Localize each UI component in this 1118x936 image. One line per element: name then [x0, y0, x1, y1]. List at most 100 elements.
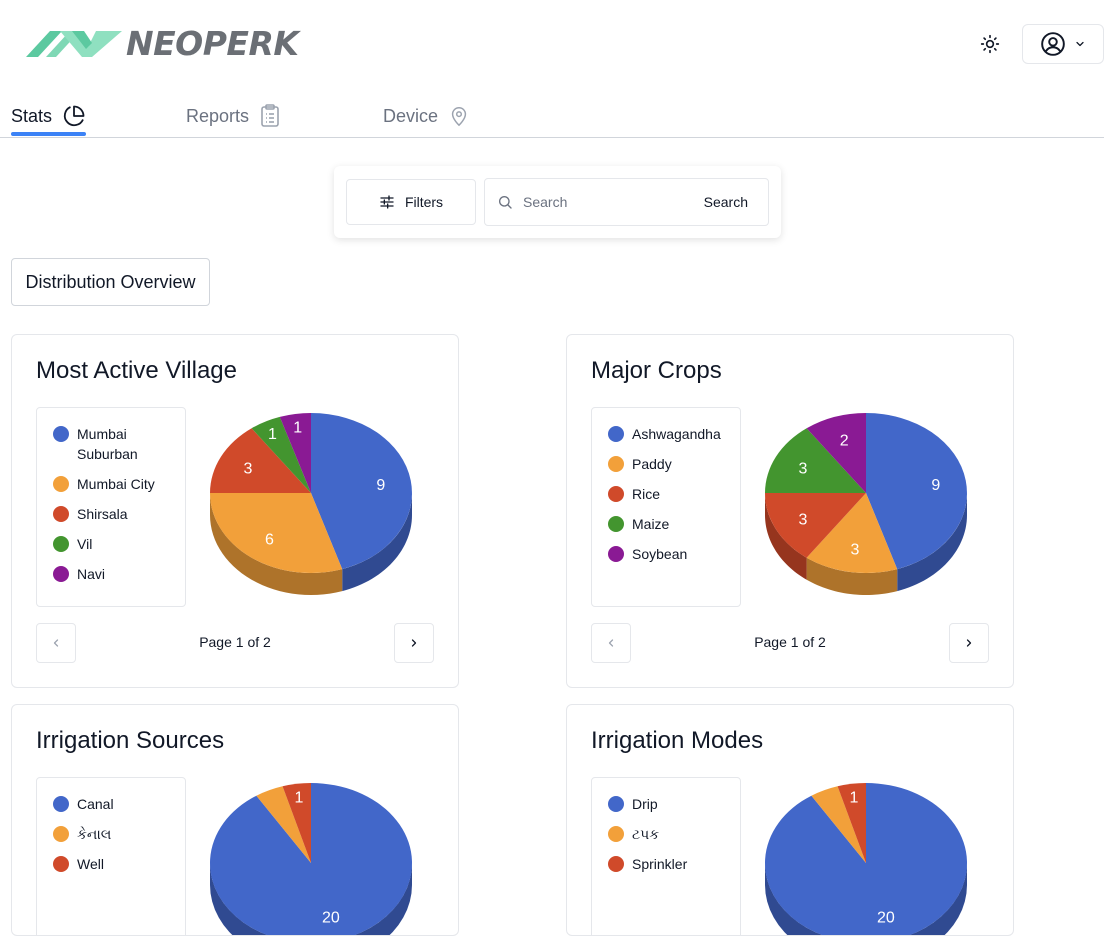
pie-slice[interactable]	[806, 493, 898, 573]
legend-item[interactable]: Paddy	[608, 454, 740, 474]
legend-item[interactable]: Rice	[608, 484, 740, 504]
pie-slice[interactable]	[210, 493, 343, 573]
tab-device[interactable]: Device	[383, 104, 470, 128]
legend-item[interactable]: Canal	[53, 794, 185, 814]
pie-slice-label: 3	[799, 461, 808, 478]
tab-reports[interactable]: Reports	[186, 104, 281, 128]
pie-slice-side	[765, 493, 807, 580]
search-input[interactable]	[523, 194, 693, 210]
legend-item[interactable]: Sprinkler	[608, 854, 740, 874]
legend-item[interactable]: Ashwagandha	[608, 424, 740, 444]
pie-slice-label: 1	[849, 790, 858, 807]
legend-swatch	[53, 796, 69, 812]
chart-legend: Mumbai Suburban Mumbai City Shirsala Vil Nav…	[36, 407, 186, 607]
map-pin-icon	[451, 107, 467, 127]
pie-slice-label: 1	[268, 426, 277, 443]
pie-slice[interactable]	[811, 786, 866, 863]
brand-logo[interactable]: NEOPERK	[26, 24, 299, 63]
chevron-left-icon	[608, 639, 614, 647]
chevron-left-icon	[53, 639, 59, 647]
pie-slice[interactable]	[866, 413, 967, 570]
legend-item[interactable]: Drip	[608, 794, 740, 814]
search-submit-button[interactable]: Search	[703, 194, 748, 210]
search-icon	[499, 196, 512, 209]
pie-slice[interactable]	[282, 783, 311, 863]
pie-slice[interactable]	[765, 783, 968, 936]
tab-device-label: Device	[383, 105, 439, 126]
tab-stats[interactable]: Stats	[11, 104, 86, 128]
legend-item[interactable]: Soybean	[608, 544, 740, 564]
pie-slice-label: 20	[877, 910, 895, 927]
distribution-overview-button[interactable]: Distribution Overview	[11, 258, 210, 306]
chart-legend: Canal કેનાલ Well	[36, 777, 186, 935]
next-page-button[interactable]	[949, 623, 989, 663]
chart-legend: Drip ટપક Sprinkler	[591, 777, 741, 935]
pie-slice[interactable]	[765, 493, 866, 558]
legend-item[interactable]: Shirsala	[53, 504, 185, 524]
pie-slice[interactable]	[311, 413, 412, 570]
user-menu-button[interactable]	[1022, 24, 1104, 64]
legend-item[interactable]: Mumbai Suburban	[53, 424, 185, 464]
legend-item[interactable]: Navi	[53, 564, 185, 584]
pie-slice-label: 3	[799, 511, 808, 528]
card-title: Major Crops	[591, 357, 722, 384]
pie-slice-side	[342, 493, 412, 592]
user-circle-icon	[1041, 32, 1065, 56]
pie-slice-label: 2	[840, 433, 849, 450]
legend-swatch	[608, 426, 624, 442]
legend-label: Navi	[77, 566, 106, 582]
legend-swatch	[53, 536, 69, 552]
prev-page-button[interactable]	[36, 623, 76, 663]
legend-swatch	[53, 426, 69, 442]
next-page-button[interactable]	[394, 623, 434, 663]
legend-label: Sprinkler	[632, 856, 688, 872]
pie-slice[interactable]	[765, 428, 866, 493]
pie-slice[interactable]	[806, 413, 866, 493]
pie-slice[interactable]	[210, 428, 311, 493]
legend-item[interactable]: Mumbai City	[53, 474, 185, 494]
pie-slice[interactable]	[210, 783, 413, 936]
active-tab-indicator	[11, 132, 86, 136]
legend-label: ટપક	[632, 826, 660, 842]
pie-slice[interactable]	[256, 786, 311, 863]
legend-item[interactable]: ટપક	[608, 824, 740, 844]
legend-swatch	[53, 506, 69, 522]
filters-button[interactable]: Filters	[346, 179, 476, 225]
legend-label: કેનાલ	[77, 826, 112, 842]
card-title: Most Active Village	[36, 357, 237, 384]
legend-item[interactable]: કેનાલ	[53, 824, 185, 844]
theme-toggle-button[interactable]	[976, 30, 1004, 58]
sliders-icon	[380, 195, 394, 209]
main-tabs: Stats Reports Device	[0, 100, 1104, 138]
legend-swatch	[53, 476, 69, 492]
pie-slice-label: 3	[850, 541, 859, 558]
pie-chart-icon	[63, 105, 85, 127]
pie-slice-label: 1	[293, 420, 302, 437]
legend-label: Paddy	[632, 456, 672, 472]
legend-item[interactable]: Vil	[53, 534, 185, 554]
search-box: Search	[484, 178, 769, 226]
legend-label: Drip	[632, 796, 658, 812]
legend-item[interactable]: Maize	[608, 514, 740, 534]
legend-item[interactable]: Well	[53, 854, 185, 874]
pie-slice-label: 20	[322, 910, 340, 927]
legend-label: Mumbai Suburban	[77, 426, 138, 462]
legend-label: Vil	[77, 536, 93, 552]
legend-swatch	[608, 796, 624, 812]
legend-swatch	[53, 566, 69, 582]
brand-name: NEOPERK	[126, 24, 299, 63]
pie-slice[interactable]	[837, 783, 866, 863]
pie-slice[interactable]	[251, 416, 311, 493]
chart-legend: Ashwagandha Paddy Rice Maize Soybean	[591, 407, 741, 607]
pie-slice-side	[897, 493, 967, 592]
card-title: Irrigation Modes	[591, 727, 764, 754]
logo-mark-icon	[26, 30, 122, 57]
legend-label: Mumbai City	[77, 476, 155, 492]
pie-slice[interactable]	[279, 413, 311, 493]
chevron-right-icon	[411, 639, 417, 647]
prev-page-button[interactable]	[591, 623, 631, 663]
pie-slice-label: 3	[244, 461, 253, 478]
search-panel: Filters Search	[334, 166, 781, 238]
chevron-down-icon	[1076, 41, 1084, 47]
tab-reports-label: Reports	[186, 105, 250, 126]
